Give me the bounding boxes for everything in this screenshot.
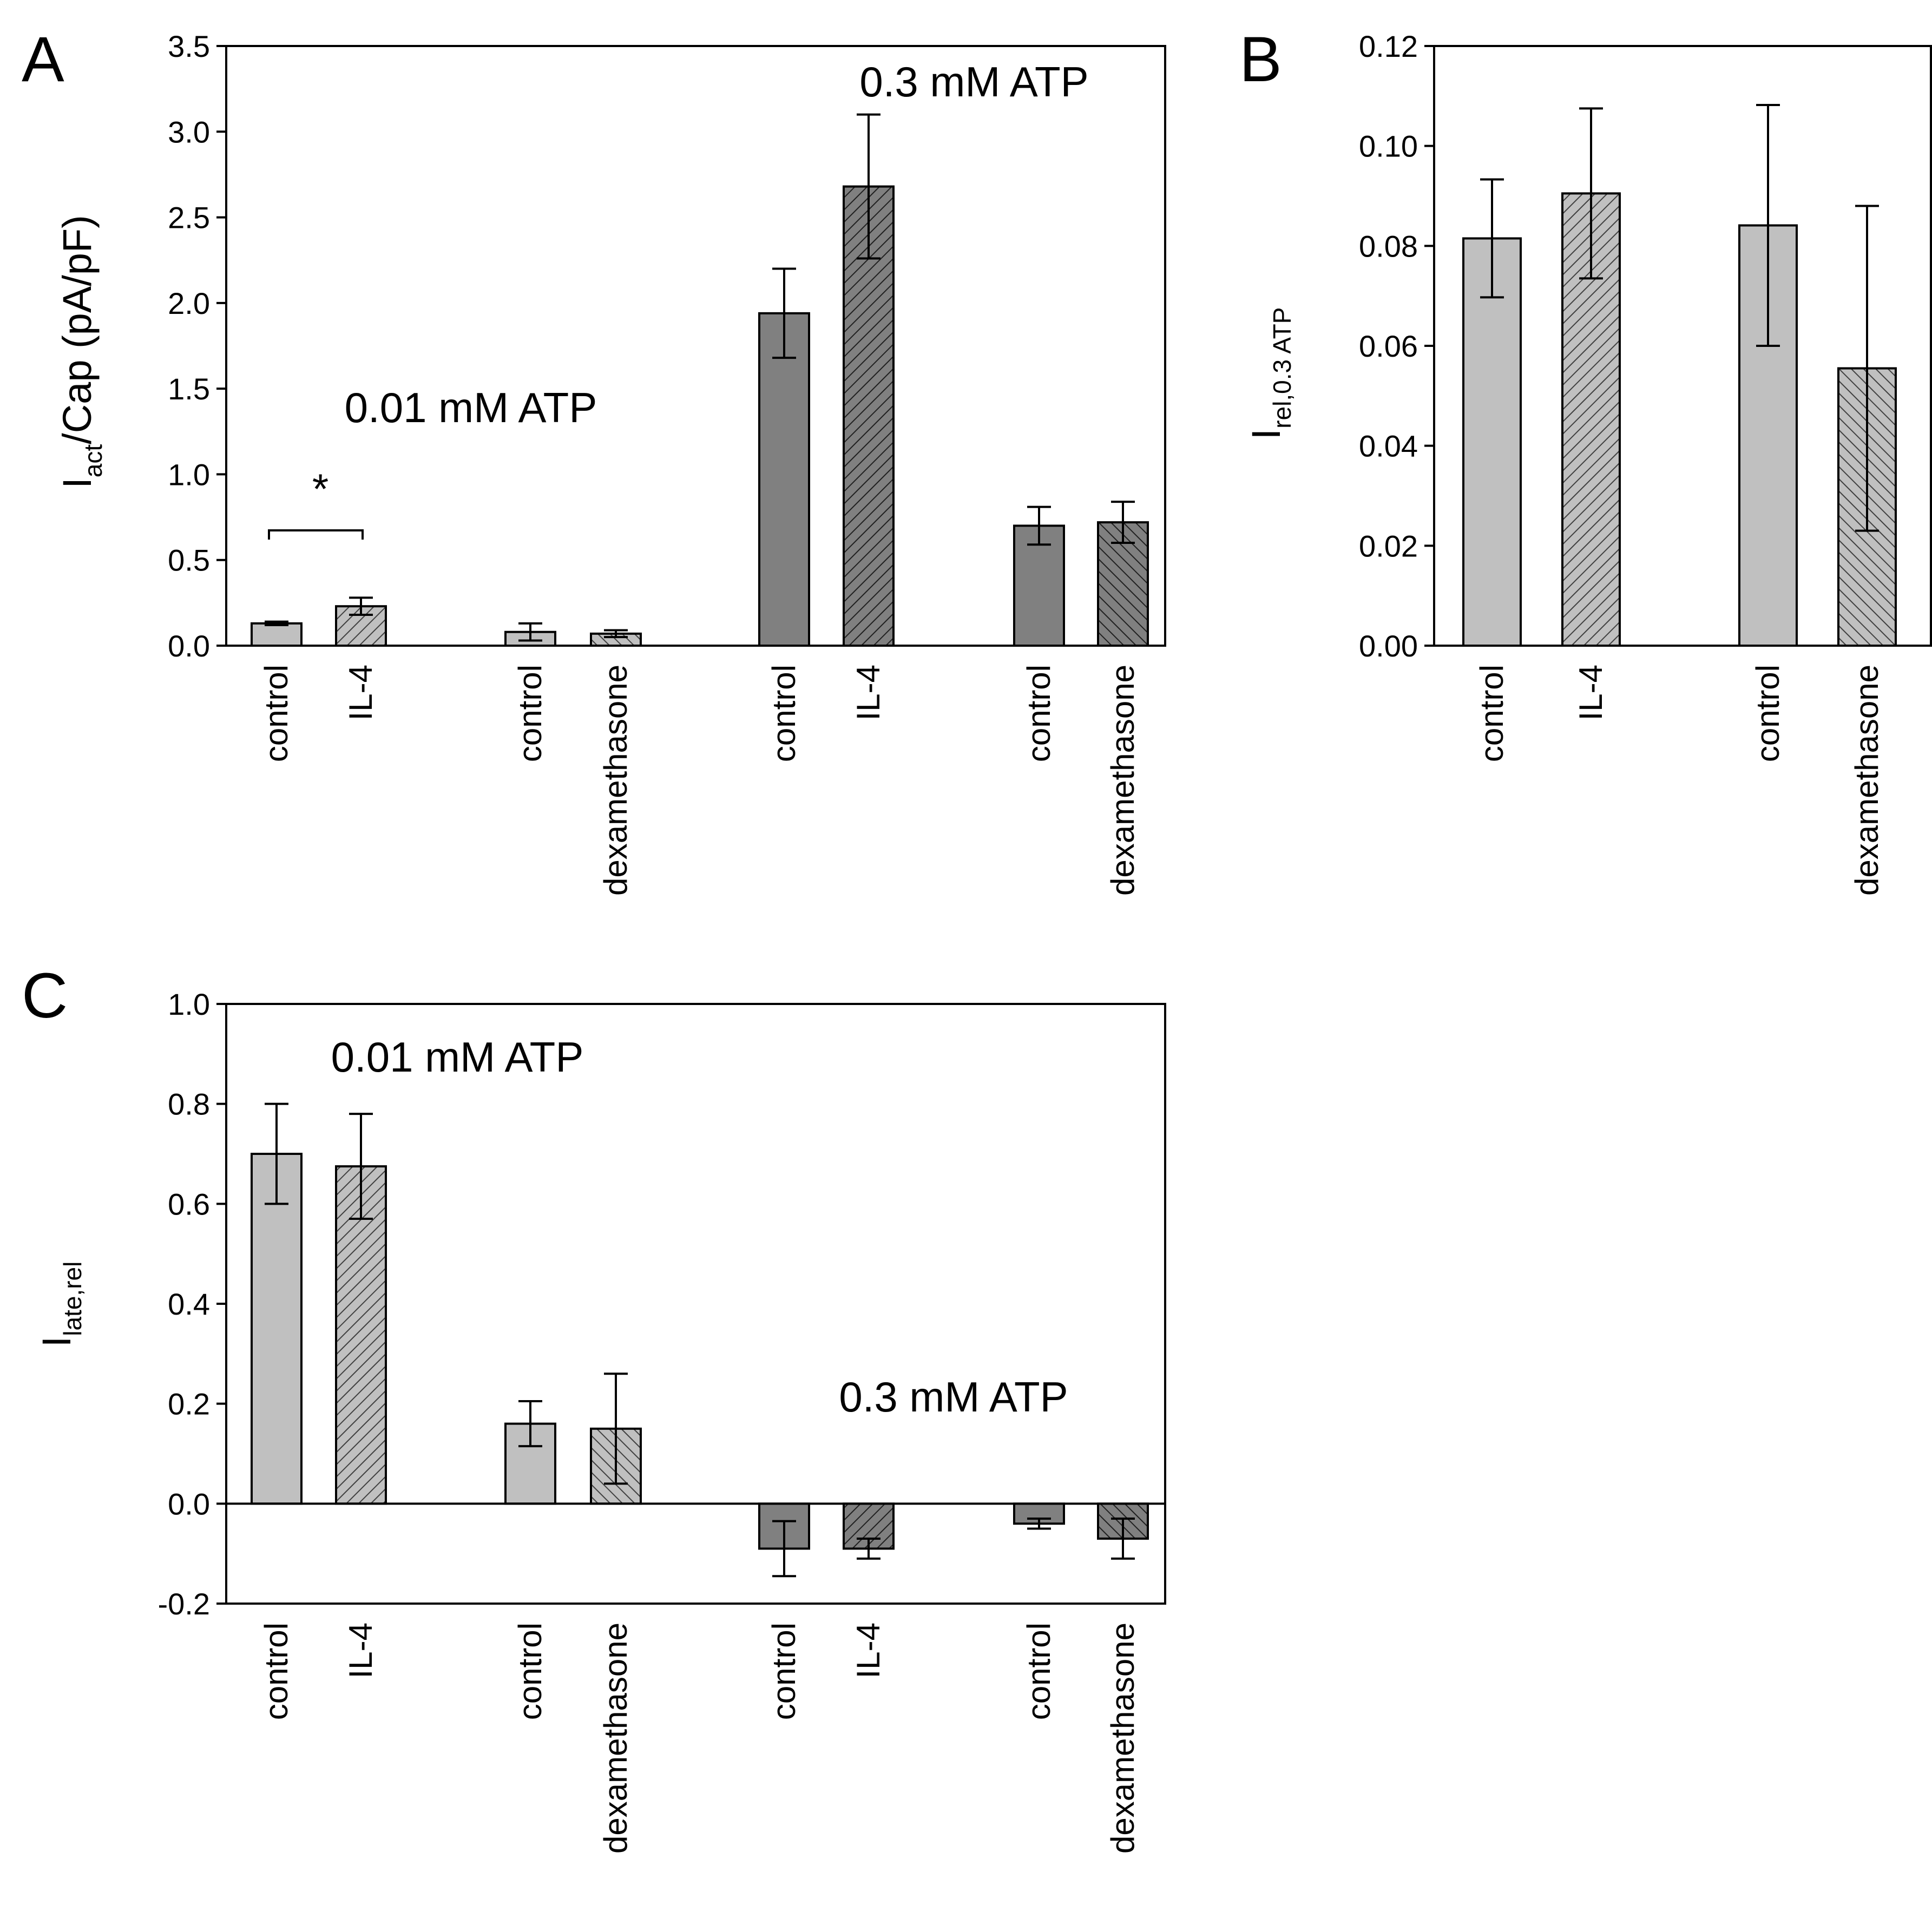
category-label-b-3: control	[1750, 665, 1786, 762]
error-bar-a-6	[857, 113, 880, 260]
error-bar-a-8	[1111, 501, 1135, 544]
error-bar-a-3	[518, 622, 542, 642]
y-tick-label-c-5: 0.6	[168, 1187, 210, 1221]
y-tick-label-a-2: 0.5	[168, 543, 210, 577]
y-tick-label-a-3: 1.0	[168, 457, 210, 491]
y-tick-label-c-7: 1.0	[168, 987, 210, 1021]
error-bar-c-7	[1027, 1518, 1051, 1530]
bar-a-1	[251, 622, 303, 647]
y-tick-label-a-4: 1.5	[168, 372, 210, 406]
error-bar-c-4	[604, 1372, 628, 1485]
category-label-c-5: control	[766, 1623, 802, 1720]
bar-a-5	[758, 312, 810, 647]
category-label-c-2: IL-4	[343, 1623, 379, 1678]
category-label-c-7: control	[1021, 1623, 1057, 1720]
category-label-a-8: dexamethasone	[1105, 665, 1141, 896]
error-bar-a-1	[265, 620, 288, 627]
category-label-a-1: control	[258, 665, 294, 762]
error-bar-a-2	[349, 596, 373, 616]
annotation-high-atp-c: 0.3 mM ATP	[839, 1373, 1068, 1421]
y-tick-label-b-1: 0.00	[1359, 629, 1418, 663]
panel-b: B Irel,0.3 ATP control IL-4 control dexamet…	[1239, 24, 1932, 896]
y-tick-label-b-3: 0.04	[1359, 429, 1418, 463]
y-tick-label-c-6: 0.8	[168, 1087, 210, 1121]
y-tick-label-b-7: 0.12	[1359, 29, 1418, 63]
error-bar-b-1	[1480, 178, 1504, 299]
category-label-b-4: dexamethasone	[1849, 665, 1885, 896]
y-tick-label-b-5: 0.08	[1359, 229, 1418, 263]
error-bar-b-4	[1855, 205, 1879, 532]
category-label-a-6: IL-4	[850, 665, 886, 720]
significance-bracket	[268, 529, 364, 540]
error-bar-c-8	[1111, 1518, 1135, 1560]
y-tick-label-c-3: 0.2	[168, 1387, 210, 1421]
y-tick-label-a-1: 0.0	[168, 629, 210, 663]
y-tick-label-a-8: 3.5	[168, 29, 210, 63]
error-bar-c-1	[265, 1102, 288, 1205]
y-tick-label-b-2: 0.02	[1359, 529, 1418, 563]
error-bar-c-3	[518, 1400, 542, 1448]
category-label-a-2: IL-4	[343, 665, 379, 720]
error-bar-b-3	[1756, 103, 1780, 347]
category-label-c-4: dexamethasone	[597, 1623, 634, 1854]
annotation-high-atp-a: 0.3 mM ATP	[859, 58, 1088, 106]
y-axis-label-a: Iact/Cap (pA/pF)	[55, 215, 107, 489]
error-bar-c-2	[349, 1113, 373, 1220]
y-tick-label-b-4: 0.06	[1359, 329, 1418, 363]
category-label-c-6: IL-4	[850, 1623, 886, 1678]
y-tick-label-b-6: 0.10	[1359, 129, 1418, 163]
y-axis-label-b: Irel,0.3 ATP	[1244, 307, 1296, 440]
category-label-c-1: control	[258, 1623, 294, 1720]
annotation-low-atp-a: 0.01 mM ATP	[345, 384, 597, 431]
panel-c: C Ilate,rel 0.01 mM ATP 0.3 mM ATP contr…	[22, 960, 1166, 1854]
category-label-a-3: control	[512, 665, 548, 762]
y-tick-label-c-2: 0.0	[168, 1487, 210, 1521]
error-bar-b-2	[1579, 107, 1603, 280]
bar-b-1	[1462, 237, 1522, 647]
bar-c-1	[251, 1153, 303, 1505]
category-label-b-1: control	[1474, 665, 1510, 762]
y-tick-label-c-1: -0.2	[158, 1587, 211, 1621]
y-tick-label-a-5: 2.0	[168, 286, 210, 320]
panel-label-b: B	[1239, 24, 1282, 95]
category-label-a-5: control	[766, 665, 802, 762]
error-bar-a-7	[1027, 505, 1051, 546]
error-bar-a-5	[772, 267, 796, 359]
category-label-a-7: control	[1021, 665, 1057, 762]
y-tick-label-a-7: 3.0	[168, 115, 210, 149]
panel-a: A Iact/Cap (pA/pF) 0.01 mM ATP 0.3 mM AT…	[22, 24, 1166, 896]
error-bar-c-5	[772, 1520, 796, 1578]
category-label-b-2: IL-4	[1573, 665, 1609, 720]
category-label-c-8: dexamethasone	[1105, 1623, 1141, 1854]
y-axis-label-c: Ilate,rel	[34, 1262, 87, 1348]
error-bar-a-4	[604, 629, 628, 639]
panel-label-c: C	[22, 960, 68, 1032]
plot-frame-a	[225, 45, 1166, 647]
category-label-c-3: control	[512, 1623, 548, 1720]
category-label-a-4: dexamethasone	[597, 665, 634, 896]
panel-label-a: A	[22, 24, 64, 95]
y-tick-label-a-6: 2.5	[168, 201, 210, 235]
y-tick-label-c-4: 0.4	[168, 1287, 210, 1321]
annotation-low-atp-c: 0.01 mM ATP	[331, 1033, 584, 1081]
significance-star: *	[312, 465, 328, 513]
error-bar-c-6	[857, 1537, 880, 1560]
